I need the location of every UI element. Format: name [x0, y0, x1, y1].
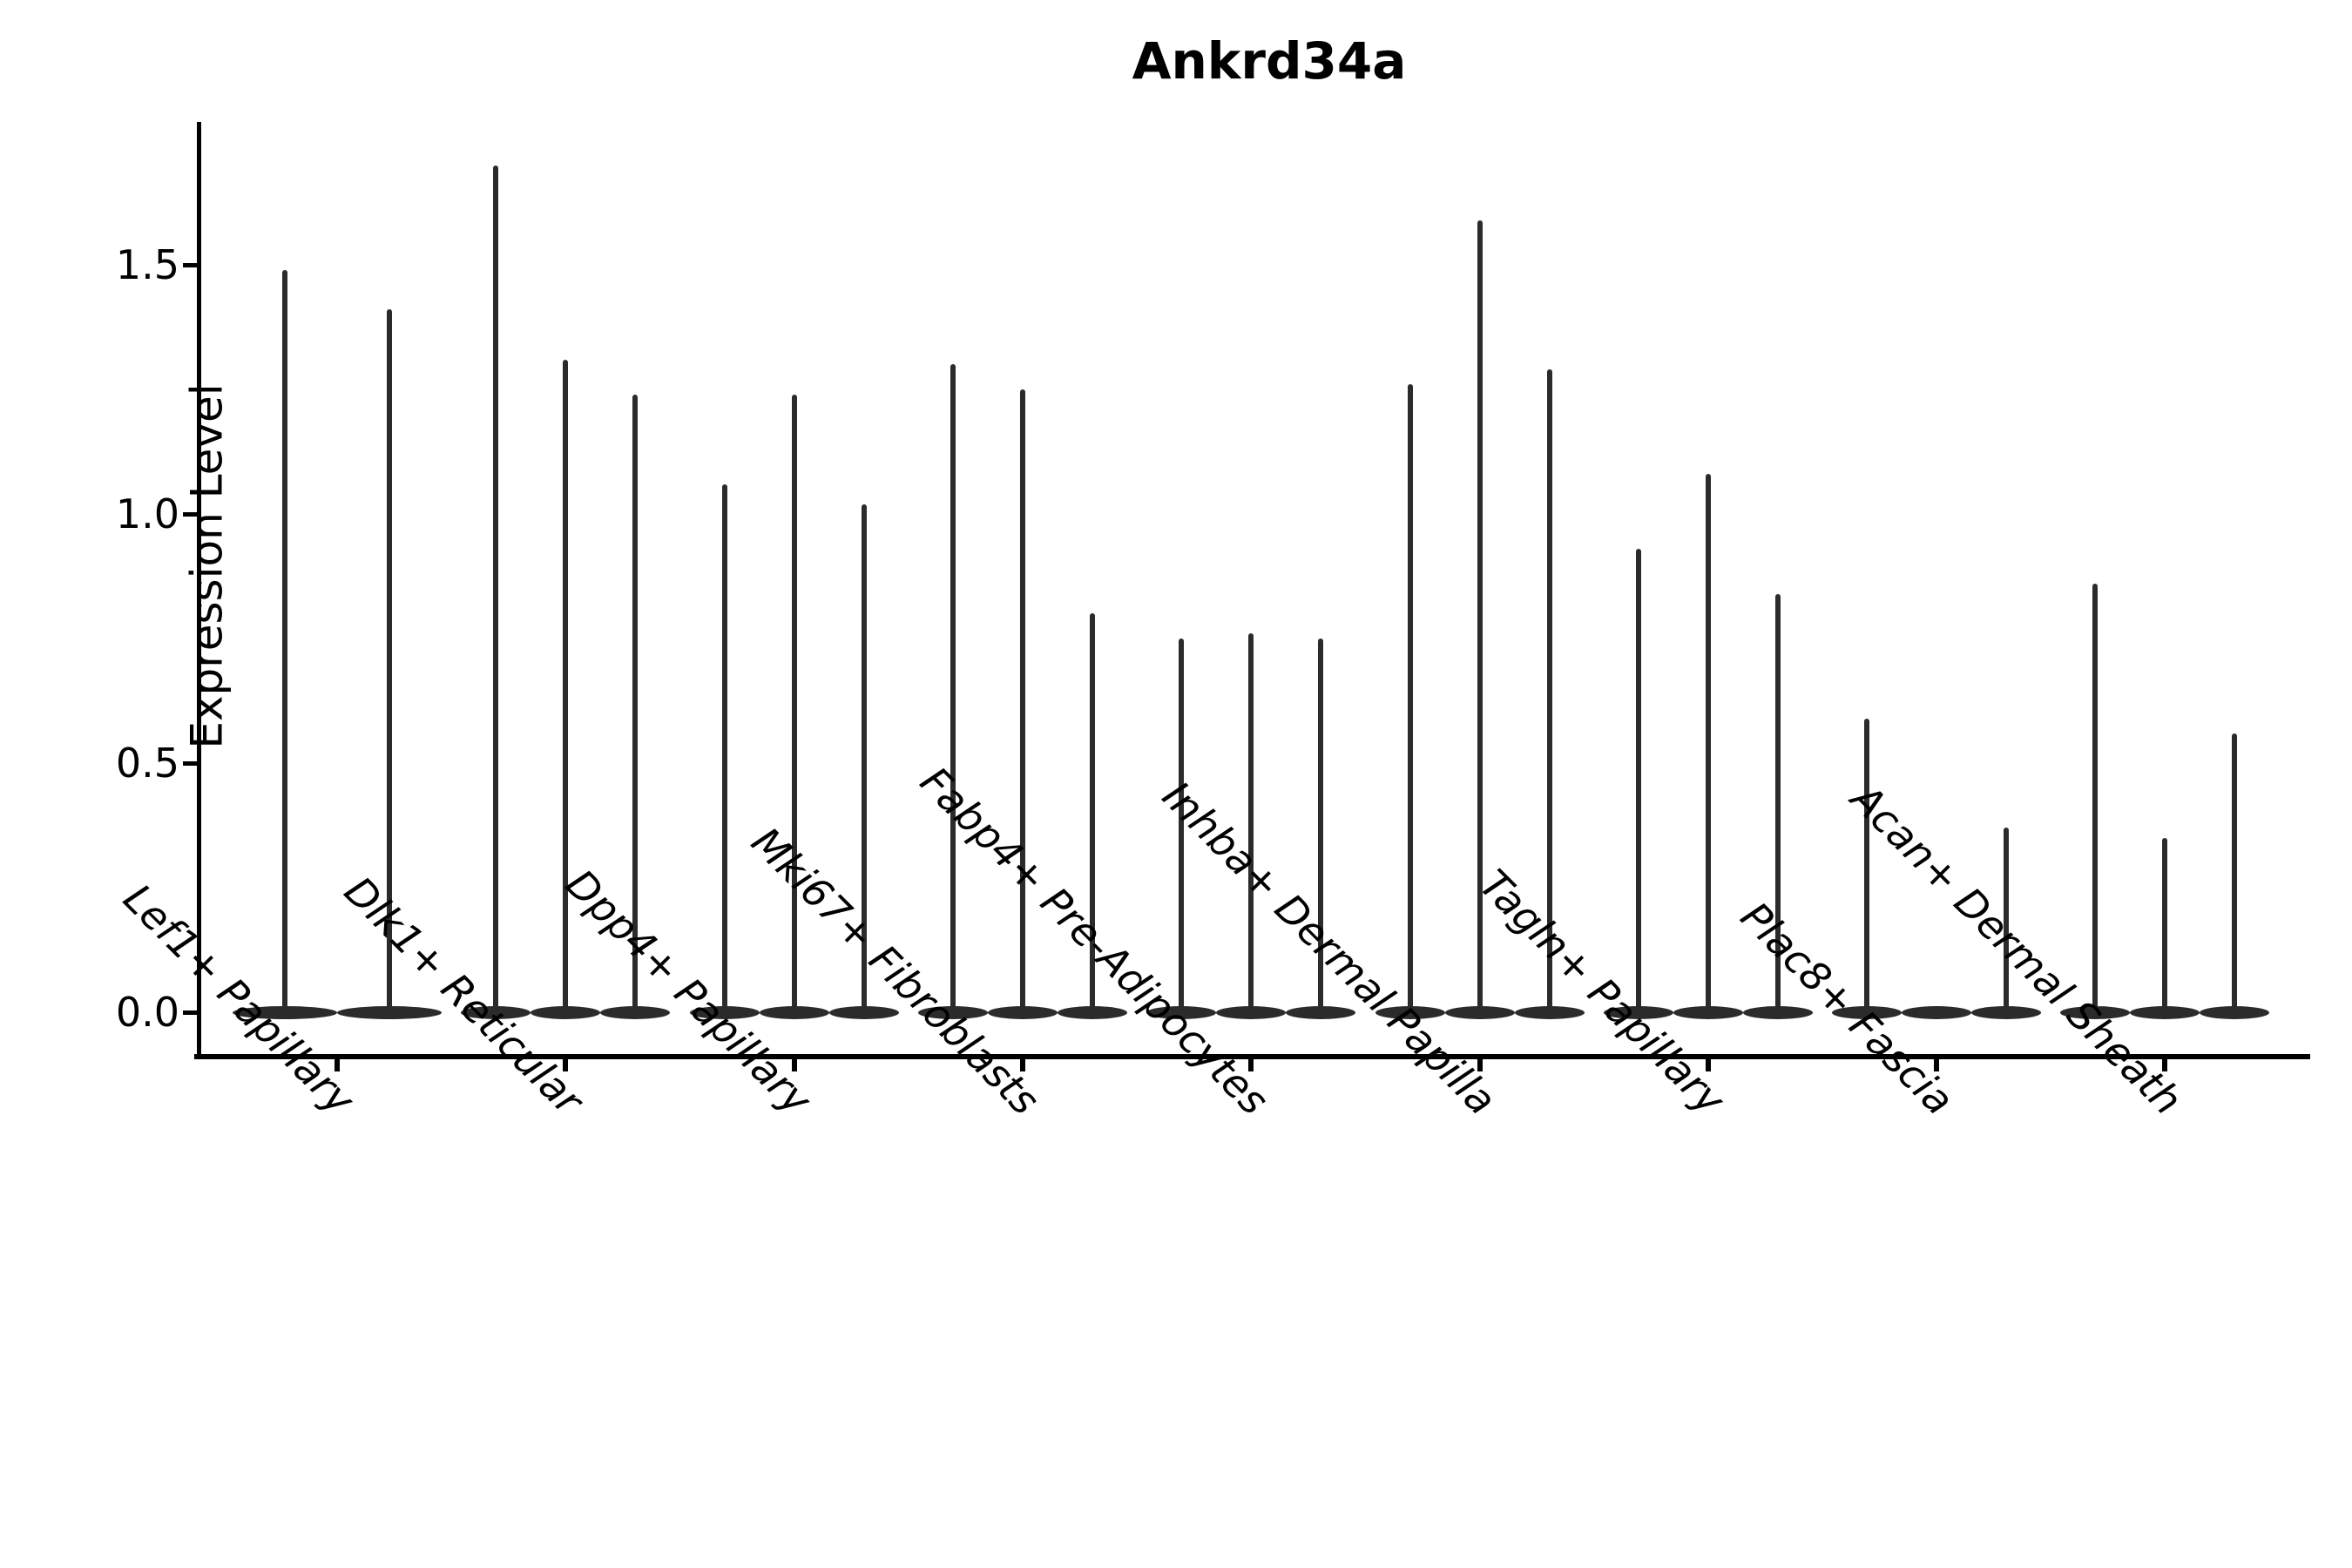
violin-base — [2060, 1005, 2131, 1019]
violin-spike — [1774, 593, 1781, 1012]
violin-spike — [2092, 584, 2099, 1012]
violin-spike — [950, 364, 956, 1012]
violin-spike — [1546, 369, 1552, 1012]
x-tick-mark — [1705, 1056, 1711, 1071]
violin-base — [917, 1005, 988, 1019]
violin-spike — [1477, 220, 1483, 1012]
violin-spike — [2232, 733, 2238, 1012]
violin-base — [1832, 1005, 1903, 1019]
y-tick-mark — [183, 760, 197, 766]
x-tick-mark — [1477, 1056, 1483, 1071]
violin-spike — [1864, 718, 1870, 1012]
violin-spike — [861, 504, 867, 1012]
violin-base — [1375, 1005, 1445, 1019]
violin-spike — [387, 309, 392, 1012]
y-tick-mark — [183, 511, 197, 517]
violin-spike — [493, 165, 499, 1012]
violin-spike — [1635, 549, 1641, 1012]
x-tick-label: Tagln+ Papillary — [1470, 860, 1734, 1125]
y-tick-mark — [183, 1010, 197, 1015]
violin-base — [1971, 1005, 2042, 1019]
violin-spike — [2004, 828, 2010, 1012]
violin-base — [531, 1005, 601, 1019]
violin-spike — [1089, 613, 1095, 1012]
violin-base — [689, 1005, 760, 1019]
x-tick-mark — [1019, 1056, 1025, 1071]
violin-spike — [1019, 389, 1025, 1012]
violin-spike — [632, 394, 639, 1012]
y-tick-mark — [183, 262, 197, 267]
y-axis-spine — [197, 122, 201, 1058]
violin-spike — [1179, 639, 1185, 1012]
violin-base — [1742, 1005, 1813, 1019]
chart-title: Ankrd34a — [1132, 31, 1407, 91]
violin-base — [759, 1005, 829, 1019]
violin-base — [987, 1005, 1058, 1019]
x-tick-mark — [791, 1056, 797, 1071]
violin-spike — [1318, 639, 1324, 1012]
violin-base — [1603, 1005, 1673, 1019]
x-tick-mark — [2162, 1056, 2168, 1071]
violin-base — [1216, 1005, 1287, 1019]
violin-spike — [563, 359, 569, 1012]
y-axis-label: Expression Level — [181, 383, 233, 749]
y-tick-label: 1.0 — [115, 490, 179, 537]
violin-base — [2200, 1005, 2270, 1019]
x-tick-label: Dpp4+ Papillary — [556, 860, 821, 1125]
violin-base — [1057, 1005, 1127, 1019]
violin-base — [1444, 1005, 1515, 1019]
violin-base — [337, 1005, 442, 1019]
violin-spike — [721, 483, 727, 1012]
violin-base — [1673, 1005, 1743, 1019]
violin-base — [461, 1005, 531, 1019]
violin-base — [600, 1005, 671, 1019]
violin-base — [1902, 1005, 1972, 1019]
violin-base — [1146, 1005, 1217, 1019]
violin-base — [828, 1005, 899, 1019]
x-tick-mark — [335, 1056, 340, 1071]
violin-base — [1514, 1005, 1585, 1019]
violin-spike — [2162, 837, 2168, 1012]
y-tick-label: 0.0 — [115, 989, 179, 1036]
x-tick-mark — [563, 1056, 569, 1071]
violin-spike — [1248, 633, 1254, 1012]
violin-spike — [1407, 384, 1413, 1012]
violin-spike — [1705, 474, 1711, 1012]
violin-spike — [282, 269, 287, 1012]
x-tick-mark — [1934, 1056, 1940, 1071]
x-tick-label: Dlk1+ Reticular — [335, 867, 592, 1125]
violin-base — [1286, 1005, 1356, 1019]
violin-base — [2130, 1005, 2200, 1019]
y-tick-label: 0.5 — [115, 740, 179, 787]
x-tick-mark — [1248, 1056, 1254, 1071]
violin-base — [233, 1005, 337, 1019]
y-tick-label: 1.5 — [115, 241, 179, 288]
violin-spike — [791, 394, 797, 1012]
